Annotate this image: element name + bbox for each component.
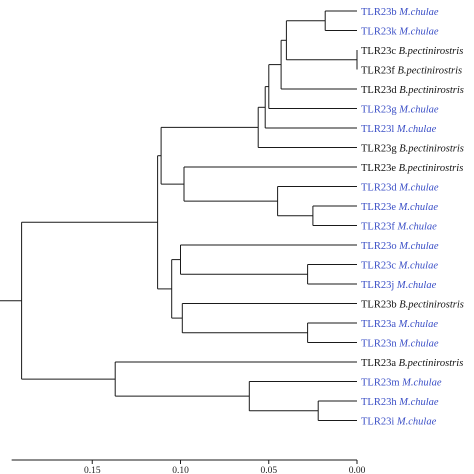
species-name: B.pectinirostris (397, 143, 464, 154)
distance-axis: 0.15 0.10 0.05 0.00 (11, 459, 366, 474)
gene-name: TLR23n (361, 338, 397, 349)
species-name: M.chulae (394, 416, 436, 427)
species-name: M.chulae (397, 7, 439, 18)
leaf-label-l3: TLR23c B.pectinirostris (361, 46, 463, 57)
axis-tick-label: 0.10 (172, 466, 189, 474)
leaf-label-l21: TLR23h M.chulae (361, 397, 439, 408)
species-name: M.chulae (397, 397, 439, 408)
species-name: M.chulae (397, 26, 439, 37)
leaf-label-l12: TLR23f M.chulae (361, 221, 437, 232)
species-name: M.chulae (397, 182, 439, 193)
species-name: B.pectinirostris (395, 65, 462, 76)
gene-name: TLR23e (361, 202, 396, 213)
leaf-label-l15: TLR23j M.chulae (361, 280, 437, 291)
gene-name: TLR23g (361, 143, 397, 154)
leaf-label-l6: TLR23g M.chulae (361, 104, 439, 115)
species-name: M.chulae (397, 104, 439, 115)
gene-name: TLR23a (361, 358, 396, 369)
gene-name: TLR23m (361, 377, 400, 388)
gene-name: TLR23f (361, 221, 395, 232)
tree-branches (0, 10, 358, 421)
leaf-label-l2: TLR23k M.chulae (361, 26, 439, 37)
leaf-label-l11: TLR23e M.chulae (361, 202, 438, 213)
gene-name: TLR23j (361, 280, 394, 291)
leaf-label-l14: TLR23c M.chulae (361, 260, 438, 271)
leaf-label-l16: TLR23b B.pectinirostris (361, 299, 464, 310)
leaf-label-l1: TLR23b M.chulae (361, 7, 439, 18)
species-name: M.chulae (396, 260, 438, 271)
species-name: M.chulae (394, 124, 436, 135)
gene-name: TLR23i (361, 416, 394, 427)
axis-tick-label: 0.15 (84, 466, 101, 474)
species-name: M.chulae (395, 221, 437, 232)
gene-name: TLR23a (361, 319, 396, 330)
species-name: M.chulae (397, 241, 439, 252)
gene-name: TLR23b (361, 299, 397, 310)
species-name: M.chulae (394, 280, 436, 291)
gene-name: TLR23c (361, 260, 396, 271)
gene-name: TLR23c (361, 46, 396, 57)
species-name: B.pectinirostris (397, 299, 464, 310)
gene-name: TLR23b (361, 7, 397, 18)
leaf-label-l17: TLR23a M.chulae (361, 319, 438, 330)
gene-name: TLR23k (361, 26, 397, 37)
leaf-label-l7: TLR23l M.chulae (361, 124, 437, 135)
gene-name: TLR23d (361, 182, 397, 193)
gene-name: TLR23f (361, 65, 395, 76)
species-name: B.pectinirostris (396, 46, 463, 57)
leaf-label-l10: TLR23d M.chulae (361, 182, 439, 193)
axis-tick-label: 0.00 (349, 466, 366, 474)
species-name: B.pectinirostris (397, 85, 464, 96)
species-name: M.chulae (396, 202, 438, 213)
leaf-label-l5: TLR23d B.pectinirostris (361, 85, 464, 96)
species-name: M.chulae (396, 319, 438, 330)
leaf-label-l13: TLR23o M.chulae (361, 241, 439, 252)
species-name: M.chulae (397, 338, 439, 349)
species-name: B.pectinirostris (396, 163, 463, 174)
gene-name: TLR23d (361, 85, 397, 96)
leaf-label-l4: TLR23f B.pectinirostris (361, 65, 462, 76)
leaf-label-l8: TLR23g B.pectinirostris (361, 143, 464, 154)
leaf-label-l22: TLR23i M.chulae (361, 416, 437, 427)
gene-name: TLR23h (361, 397, 397, 408)
gene-name: TLR23o (361, 241, 397, 252)
leaf-label-l9: TLR23e B.pectinirostris (361, 163, 463, 174)
axis-tick-label: 0.05 (260, 466, 277, 474)
gene-name: TLR23e (361, 163, 396, 174)
leaf-label-l20: TLR23m M.chulae (361, 377, 442, 388)
gene-name: TLR23l (361, 124, 394, 135)
species-name: M.chulae (400, 377, 442, 388)
gene-name: TLR23g (361, 104, 397, 115)
species-name: B.pectinirostris (396, 358, 463, 369)
leaf-label-l19: TLR23a B.pectinirostris (361, 358, 463, 369)
leaf-label-l18: TLR23n M.chulae (361, 338, 439, 349)
